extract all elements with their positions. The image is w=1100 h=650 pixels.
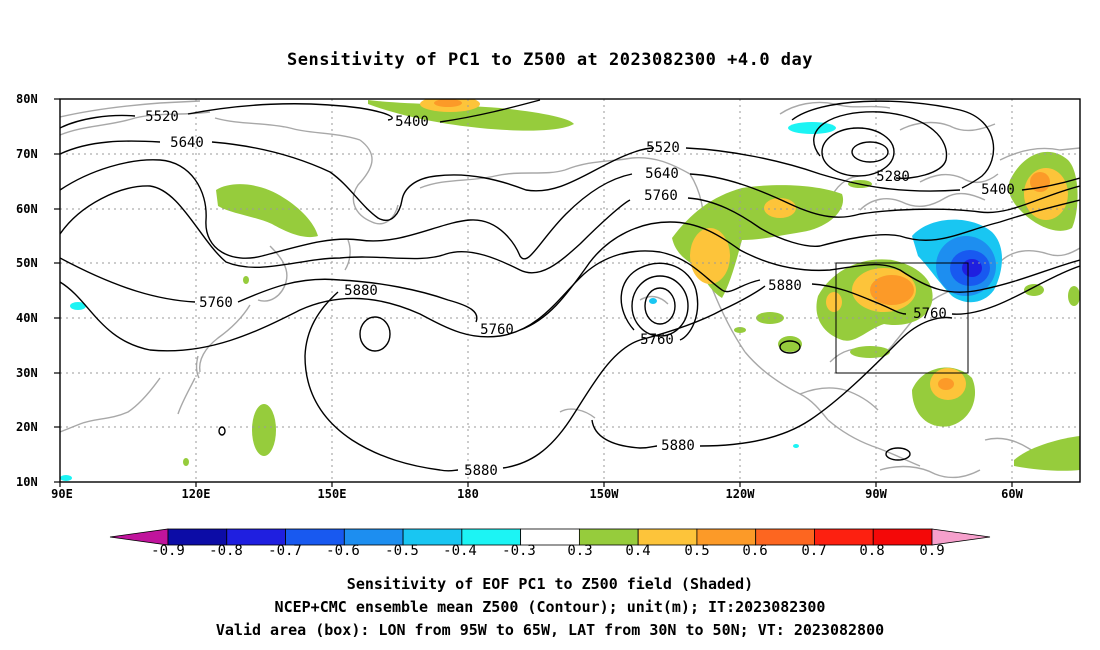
contour-label: 5880: [464, 463, 498, 479]
contour-label: 5400: [395, 114, 429, 130]
lat-label: 10N: [16, 475, 38, 489]
colorbar-label: 0.9: [919, 543, 945, 559]
lat-label: 80N: [16, 92, 38, 106]
contour-label: 5760: [644, 188, 678, 204]
colorbar: [109, 528, 991, 546]
colorbar-label: 0.3: [567, 543, 593, 559]
map-title: Sensitivity of PC1 to Z500 at 2023082300…: [286, 50, 813, 70]
lon-label: 90W: [865, 487, 887, 501]
coastlines: [60, 100, 1080, 479]
axis-ticks: [54, 98, 1013, 487]
lat-label: 30N: [16, 366, 38, 380]
lon-label: 180: [457, 487, 479, 501]
colorbar-label: 0.7: [801, 543, 827, 559]
colorbar-label: -0.4: [443, 543, 477, 559]
valid-area-box: [835, 262, 969, 374]
contour-label: 5880: [344, 283, 378, 299]
lat-label: 60N: [16, 202, 38, 216]
colorbar-high-triangle: [931, 528, 991, 546]
lon-label: 120E: [181, 487, 211, 501]
colorbar-label: 0.5: [684, 543, 710, 559]
colorbar-label: -0.8: [209, 543, 243, 559]
contour-label: 5760: [913, 306, 947, 322]
contour-label: 5880: [768, 278, 802, 294]
contour-label: 5520: [646, 140, 680, 156]
colorbar-label: 0.8: [859, 543, 885, 559]
contour-label: 5760: [199, 295, 233, 311]
lon-label: 120W: [725, 487, 755, 501]
contour-label: 5880: [661, 438, 695, 454]
lon-label: 90E: [51, 487, 73, 501]
contour-label: 5640: [645, 166, 679, 182]
lat-label: 20N: [16, 420, 38, 434]
lat-label: 50N: [16, 256, 38, 270]
lat-label: 70N: [16, 147, 38, 161]
lon-label: 150E: [317, 487, 347, 501]
contour-label: 5760: [480, 322, 514, 338]
colorbar-label: 0.4: [625, 543, 651, 559]
caption-line-3: Valid area (box): LON from 95W to 65W, L…: [215, 621, 885, 639]
colorbar-label: 0.6: [742, 543, 768, 559]
colorbar-label: -0.3: [502, 543, 536, 559]
contour-label: 5400: [981, 182, 1015, 198]
contour-label: 5280: [876, 169, 910, 185]
colorbar-label: -0.7: [268, 543, 302, 559]
lat-label: 40N: [16, 311, 38, 325]
lon-label: 60W: [1001, 487, 1023, 501]
contour-label: 5520: [145, 109, 179, 125]
graticule: [60, 99, 1080, 482]
z500-contours: [60, 99, 1080, 472]
contour-label: 5640: [170, 135, 204, 151]
colorbar-label: -0.5: [385, 543, 419, 559]
lon-label: 150W: [589, 487, 619, 501]
colorbar-label: -0.6: [326, 543, 360, 559]
caption-line-1: Sensitivity of EOF PC1 to Z500 field (Sh…: [346, 575, 754, 593]
colorbar-label: -0.9: [151, 543, 185, 559]
caption-line-2: NCEP+CMC ensemble mean Z500 (Contour); u…: [274, 598, 826, 616]
contour-label: 5760: [640, 332, 674, 348]
plot-frame: [59, 98, 1081, 483]
contour-labels: 5520 5640 5400 5520 5640 5760 5280 5400 …: [145, 109, 1015, 479]
